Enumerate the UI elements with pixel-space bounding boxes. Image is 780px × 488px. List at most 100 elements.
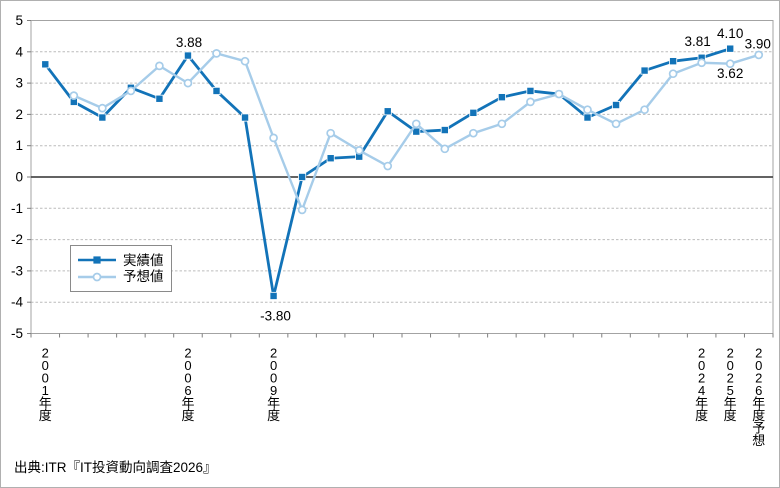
data-point-circle (754, 50, 764, 60)
y-tick-label: 0 (15, 170, 23, 185)
data-label: 4.10 (717, 26, 743, 41)
data-point-circle (611, 119, 621, 129)
data-point-circle (354, 146, 364, 155)
legend: 実績値 予想値 (70, 245, 172, 292)
x-tick-label-char: 2 (727, 371, 734, 386)
actual-series-legend-icon (77, 254, 117, 266)
x-tick-label-char: 0 (42, 358, 49, 373)
x-tick-label-char: 2 (698, 371, 705, 386)
data-point-square (440, 126, 449, 135)
forecast-series-legend-icon (77, 271, 117, 283)
data-label: 3.90 (745, 36, 771, 51)
x-tick-label-char: 6 (755, 383, 762, 398)
x-tick-label-char: 2 (755, 346, 762, 361)
data-point-circle (297, 205, 307, 215)
legend-label-actual: 実績値 (123, 252, 164, 268)
data-point-circle (640, 105, 649, 115)
y-tick-label: 3 (15, 76, 23, 91)
data-point-square (726, 44, 735, 53)
data-point-circle (383, 161, 393, 171)
x-tick-label-char: 度 (724, 408, 737, 423)
data-point-circle (554, 89, 564, 99)
x-tick-label-char: 度 (267, 408, 280, 423)
y-tick-label: 1 (15, 138, 23, 153)
x-tick-label-char: 度 (39, 408, 52, 423)
data-label: -3.80 (260, 308, 291, 323)
data-point-circle (526, 97, 535, 107)
x-tick-label-char: 2 (184, 346, 191, 361)
series-forecast (69, 49, 764, 215)
data-point-circle (583, 105, 592, 115)
data-label: 3.81 (685, 34, 711, 49)
data-point-square (269, 291, 278, 300)
x-tick-label-char: 0 (184, 358, 191, 373)
data-point-square (326, 154, 335, 163)
x-tick-label-char: 年 (181, 396, 194, 411)
x-tick-label-char: 2 (755, 371, 762, 386)
x-tick-label-char: 1 (42, 383, 49, 398)
x-tick-label-char: 年 (695, 396, 708, 411)
x-tick-label-char: 0 (42, 371, 49, 386)
x-tick-label-char: 度 (752, 408, 765, 423)
x-tick-label-char: 0 (270, 358, 277, 373)
x-tick-label-char: 9 (270, 383, 277, 398)
data-point-circle (212, 49, 221, 58)
data-point-circle (440, 144, 450, 154)
y-tick-label: -4 (11, 295, 23, 310)
x-tick-label-char: 年 (39, 396, 52, 411)
data-point-circle (155, 61, 164, 71)
y-tick-label: -3 (11, 263, 23, 278)
x-tick-label-char: 6 (184, 383, 191, 398)
data-point-square (298, 172, 307, 181)
data-point-square (41, 60, 50, 69)
data-point-square (212, 86, 221, 95)
data-point-square (497, 93, 506, 102)
data-point-square (640, 66, 649, 75)
x-tick-label-char: 5 (727, 383, 734, 398)
x-tick-label-char: 2 (727, 346, 734, 361)
x-tick-label-char: 度 (695, 408, 708, 423)
y-tick-label: 4 (15, 44, 23, 59)
y-tick-label: 2 (15, 107, 23, 122)
data-point-circle (468, 128, 478, 138)
x-tick-label-char: 予 (752, 421, 765, 436)
x-tick-label-char: 2 (270, 346, 277, 361)
data-point-circle (725, 59, 735, 69)
x-tick-label-char: 0 (755, 358, 762, 373)
series-actual (41, 44, 735, 300)
data-point-circle (411, 119, 421, 129)
x-tick-label-char: 想 (752, 433, 765, 448)
legend-item-forecast: 予想値 (77, 270, 171, 284)
data-point-circle (497, 119, 507, 129)
data-point-square (526, 86, 535, 95)
data-point-circle (183, 78, 193, 88)
data-point-circle (97, 103, 107, 113)
x-tick-label-char: 2 (698, 346, 705, 361)
x-tick-label-char: 年 (724, 396, 737, 411)
x-tick-label-char: 2 (42, 346, 49, 361)
y-tick-label: -1 (11, 201, 23, 216)
data-point-square (98, 113, 107, 122)
data-point-circle (240, 56, 250, 66)
data-point-circle (69, 91, 79, 100)
x-tick-label-char: 年 (267, 396, 280, 411)
data-point-circle (697, 58, 707, 68)
data-label: 3.88 (176, 35, 202, 50)
y-tick-label: 5 (15, 13, 23, 28)
data-label: 3.62 (717, 66, 743, 81)
data-point-square (583, 113, 592, 122)
data-point-square (183, 51, 192, 60)
x-tick-label-char: 4 (698, 383, 705, 398)
x-tick-label-char: 度 (181, 408, 194, 423)
x-tick-label-char: 0 (698, 358, 705, 373)
data-labels: 3.88 -3.80 3.81 4.10 3.623.90 (176, 26, 771, 323)
y-tick-label: -5 (11, 326, 23, 341)
data-point-square (155, 94, 164, 103)
y-tick-label: -2 (11, 232, 23, 247)
data-point-square (469, 108, 478, 117)
data-point-circle (326, 128, 336, 138)
data-point-square (241, 113, 250, 122)
axis-ticks (27, 20, 774, 338)
